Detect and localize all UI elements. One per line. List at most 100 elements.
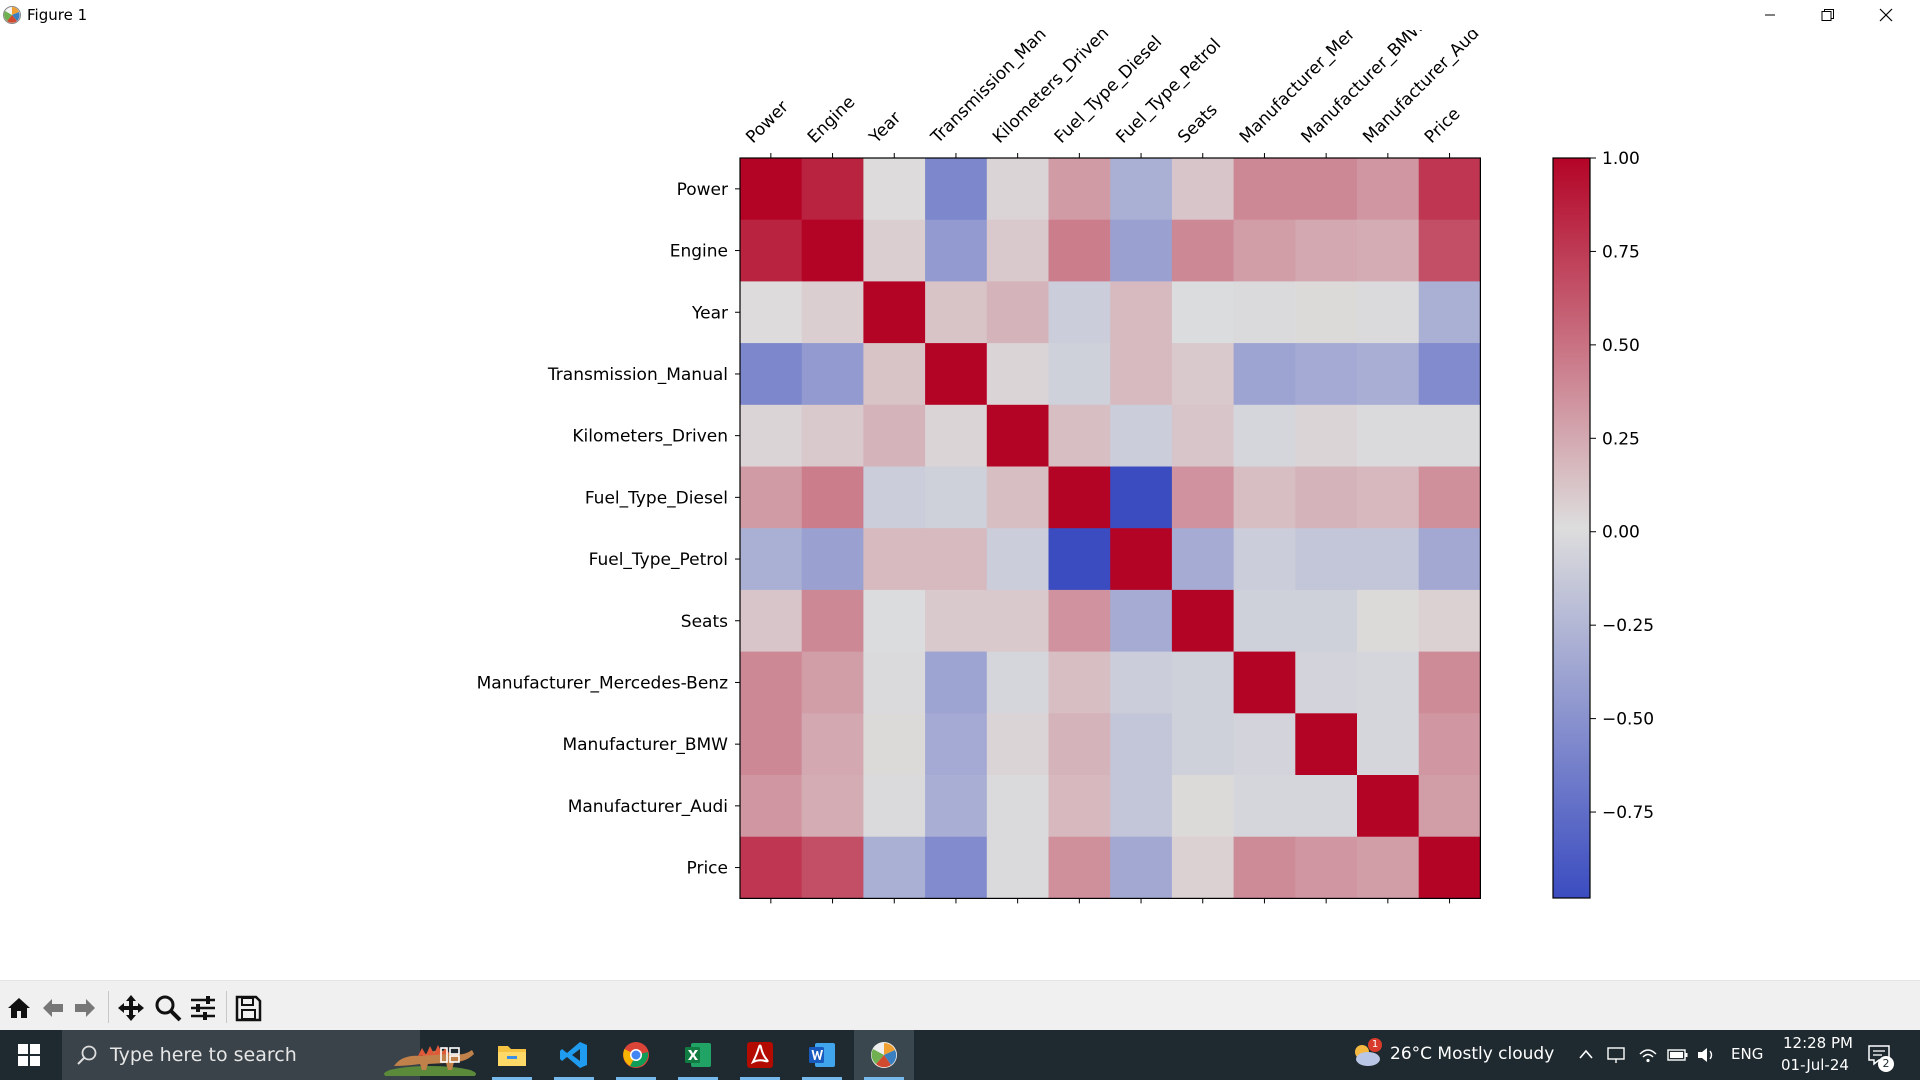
taskbar-excel[interactable] <box>668 1030 728 1080</box>
weather-cloud-icon <box>1355 1045 1380 1066</box>
heatmap-cell <box>1357 281 1420 344</box>
close-button[interactable] <box>1857 0 1915 30</box>
taskbar-matplotlib-figure[interactable] <box>854 1030 914 1080</box>
heatmap-cell <box>863 589 926 653</box>
heatmap-cell <box>863 343 926 406</box>
heatmap-cell <box>1295 466 1358 529</box>
heatmap-cell <box>1171 836 1235 899</box>
taskbar: Type here to search 1 26°C Mostly cloudy <box>0 1030 1920 1080</box>
y-tick-label: Power <box>677 180 728 200</box>
zoom-button[interactable] <box>153 993 183 1023</box>
heatmap-cell <box>1295 651 1358 714</box>
heatmap-cell <box>986 219 1050 282</box>
heatmap-cell <box>1418 158 1481 221</box>
heatmap-cell <box>801 651 864 714</box>
taskbar-search-box[interactable]: Type here to search <box>62 1030 476 1080</box>
heatmap-cell <box>1295 713 1358 776</box>
heatmap-cell <box>925 528 988 591</box>
heatmap-cell <box>1357 651 1420 714</box>
taskbar-vscode[interactable] <box>544 1030 604 1080</box>
heatmap-cell <box>1048 836 1111 899</box>
chevron-up-icon[interactable] <box>1578 1047 1594 1063</box>
search-icon <box>77 1045 97 1065</box>
heatmap-cell <box>1171 651 1235 714</box>
configure-subplots-button[interactable] <box>188 993 218 1023</box>
colorbar-tick-label: 0.75 <box>1602 242 1640 262</box>
heatmap-cell <box>925 219 988 282</box>
heatmap-cell <box>925 404 988 468</box>
restore-button[interactable] <box>1799 0 1857 30</box>
pan-icon <box>118 995 144 1021</box>
heatmap-cell <box>863 528 926 591</box>
heatmap-cell <box>1233 589 1296 653</box>
y-tick-label: Fuel_Type_Diesel <box>585 488 728 508</box>
heatmap-cell <box>1048 528 1111 591</box>
home-button[interactable] <box>4 993 34 1023</box>
heatmap-cell <box>1233 219 1296 282</box>
heatmap-cell <box>1357 589 1420 653</box>
y-tick-label: Price <box>687 859 728 879</box>
language-indicator[interactable]: ENG <box>1731 1045 1764 1063</box>
taskbar-file-explorer[interactable] <box>482 1030 542 1080</box>
notification-center-icon[interactable] <box>1867 1043 1893 1067</box>
task-view-button[interactable] <box>420 1030 480 1080</box>
heatmap-cell <box>986 528 1050 591</box>
clock-time[interactable]: 12:28 PM <box>1783 1034 1853 1052</box>
configure-subplots-icon <box>191 996 215 1020</box>
heatmap-cell <box>925 651 988 714</box>
figure-canvas[interactable]: Power Engine Year Transmission_Manual Kilome… <box>0 30 1920 980</box>
word-icon <box>809 1043 835 1067</box>
wifi-icon[interactable] <box>1638 1045 1658 1065</box>
heatmap-cell <box>1110 466 1173 529</box>
minimize-button[interactable] <box>1741 0 1799 30</box>
battery-icon[interactable] <box>1667 1047 1689 1063</box>
heatmap-cell <box>1357 404 1420 468</box>
volume-icon[interactable] <box>1696 1045 1718 1065</box>
taskbar-word[interactable] <box>792 1030 852 1080</box>
clock-date[interactable]: 01-Jul-24 <box>1781 1056 1849 1074</box>
x-tick-label: Seats <box>1174 100 1222 148</box>
heatmap-cell <box>1418 528 1481 591</box>
x-tick-label: Year <box>865 108 905 148</box>
forward-button[interactable] <box>70 993 100 1023</box>
taskbar-acrobat[interactable] <box>730 1030 790 1080</box>
excel-icon <box>685 1043 711 1067</box>
network-status-icon[interactable] <box>1606 1045 1626 1065</box>
heatmap-cell <box>1110 281 1173 344</box>
zoom-icon <box>155 995 182 1022</box>
heatmap-cell <box>1048 158 1111 221</box>
save-button[interactable] <box>233 993 263 1023</box>
heatmap-cell <box>1171 775 1235 838</box>
pan-button[interactable] <box>116 993 146 1023</box>
acrobat-icon <box>747 1042 773 1068</box>
heatmap-cell <box>1048 219 1111 282</box>
heatmap-cell <box>863 713 926 776</box>
heatmap-cell <box>925 589 988 653</box>
heatmap-cell <box>986 158 1050 221</box>
heatmap-cell <box>1171 343 1235 406</box>
weather-badge: 1 <box>1368 1038 1382 1052</box>
weather-text[interactable]: 26°C Mostly cloudy <box>1390 1044 1555 1064</box>
x-tick-label: Price <box>1421 104 1464 147</box>
heatmap-cell <box>986 836 1050 899</box>
heatmap-cell <box>925 713 988 776</box>
heatmap-cell <box>1048 343 1111 406</box>
taskbar-chrome[interactable] <box>606 1030 666 1080</box>
heatmap-cell <box>740 713 803 776</box>
heatmap-cell <box>1233 158 1296 221</box>
y-tick-label: Year <box>691 303 728 323</box>
heatmap-cell <box>986 281 1050 344</box>
heatmap-cell <box>801 219 864 282</box>
back-button[interactable] <box>38 993 68 1023</box>
start-button[interactable] <box>0 1030 58 1080</box>
heatmap-cell <box>1295 158 1358 221</box>
heatmap-cell <box>740 651 803 714</box>
heatmap-cell <box>925 158 988 221</box>
heatmap-cell <box>801 528 864 591</box>
correlation-heatmap: PowerEngineYearTransmission_ManualKilome… <box>477 30 1654 904</box>
heatmap-cell <box>801 158 864 221</box>
heatmap-frame <box>739 157 1482 900</box>
heatmap-cell <box>1233 651 1296 714</box>
heatmap-cell <box>1233 404 1296 468</box>
x-tick-label: Manufacturer_Mer <box>1236 30 1359 148</box>
